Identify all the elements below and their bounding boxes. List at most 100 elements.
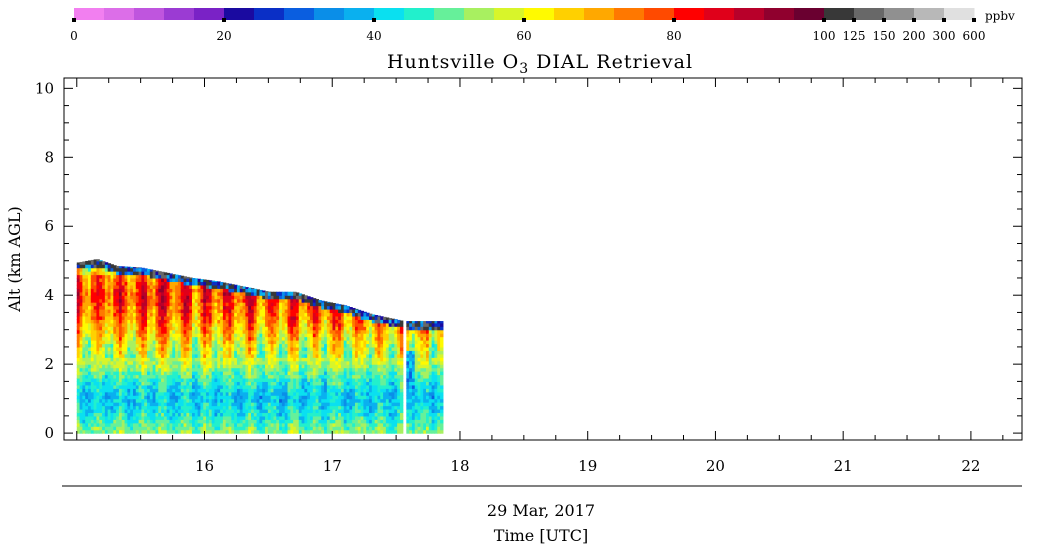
heat-cell [130,371,134,376]
heat-cell [234,398,238,403]
heat-cell [214,298,218,303]
heat-cell [200,415,204,420]
heat-cell [346,308,350,314]
heat-cell [369,350,373,355]
heat-cell [135,429,140,434]
heat-cell [357,384,362,389]
heat-cell [116,326,120,331]
heat-cell [132,371,137,376]
heat-cell [85,284,89,289]
heat-cell [116,267,120,272]
heat-cell [245,391,249,396]
heat-cell [324,315,328,320]
heat-cell [99,371,103,376]
heat-cell [343,305,348,310]
heat-cell [363,398,367,403]
heat-cell [175,336,179,341]
heat-cell [138,422,143,427]
heat-cell [141,412,145,417]
heat-cell [200,305,204,310]
heat-cell [90,295,95,300]
heat-cell [236,402,241,407]
heat-cell [175,374,179,379]
heat-cell [290,381,294,386]
heat-cell [394,415,398,420]
heat-cell [245,388,249,393]
heat-cell [374,322,379,327]
heat-cell [76,302,81,307]
heat-cell [85,395,89,400]
heat-cell [191,336,196,341]
heat-cell [394,405,398,410]
heat-cell [332,395,336,400]
heat-cell [186,322,190,327]
heat-cell [290,405,294,410]
heat-cell [118,395,123,400]
heat-cell [124,360,128,365]
heat-cell [200,412,204,417]
heat-cell [214,346,218,351]
heat-cell [388,329,393,334]
heat-cell [147,374,151,379]
heat-cell [191,278,196,283]
heat-cell [197,371,202,376]
heat-cell [290,336,294,341]
heat-cell [161,426,165,431]
heat-cell [155,291,159,296]
heat-cell [335,419,339,424]
heat-cell [253,346,258,351]
heat-cell [206,405,210,410]
heat-cell [346,340,350,345]
heat-cell [295,388,300,393]
heat-cell [163,357,168,362]
heat-cell [144,408,148,414]
heat-cell [293,391,297,396]
heat-cell [163,371,168,376]
heat-cell [208,312,213,317]
heat-cell [121,391,126,396]
heat-cell [186,340,190,345]
heat-cell [118,402,123,407]
heat-cell [161,377,165,382]
heat-cell [374,377,379,382]
heat-cell [307,353,311,358]
heat-cell [236,329,241,334]
heat-cell [132,308,137,314]
heat-cell [287,357,291,362]
heat-cell [191,288,196,293]
heat-cell [102,426,106,431]
heat-cell [253,377,258,382]
heat-cell [85,391,89,396]
heat-cell [363,353,367,358]
heat-cell [135,412,140,417]
heat-cell [369,391,373,396]
heat-cell [76,377,81,382]
heat-cell [169,402,173,407]
heat-cell [135,274,140,279]
heat-cell [169,412,173,417]
heat-cell [200,302,204,307]
heat-cell [85,329,89,334]
heat-cell [113,298,117,303]
heat-cell [276,426,280,431]
heat-cell [118,371,123,376]
heat-cell [130,364,134,369]
heat-cell [397,419,401,424]
heat-cell [340,395,345,400]
heat-cell [259,412,263,417]
heat-cell [141,343,145,348]
heat-cell [132,364,137,369]
heat-cell [110,308,114,314]
heat-cell [295,405,300,410]
heat-cell [163,291,168,296]
heat-cell [144,367,148,372]
heat-cell [99,381,103,386]
heat-cell [383,360,387,365]
heat-cell [88,326,92,331]
heat-cell [222,353,227,358]
heat-cell [343,357,348,362]
heat-cell [116,265,120,269]
heat-cell [388,402,393,407]
heat-cell [276,367,280,372]
heat-cell [332,402,336,407]
